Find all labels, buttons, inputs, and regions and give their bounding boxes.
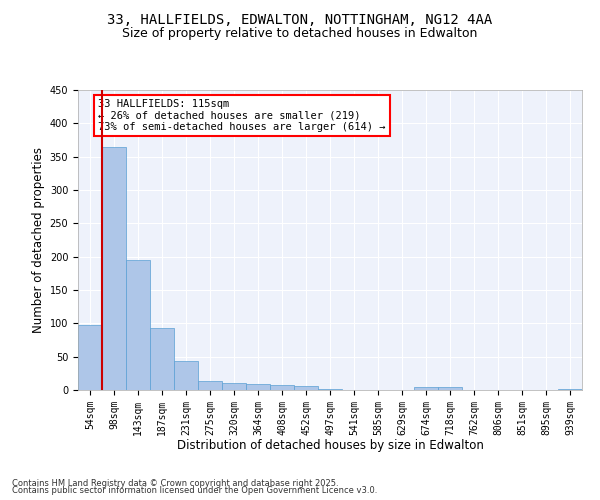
Bar <box>294 386 318 390</box>
Bar <box>222 384 246 390</box>
Bar <box>270 386 294 390</box>
Bar <box>414 386 438 390</box>
Bar <box>198 382 222 390</box>
Bar <box>246 384 270 390</box>
X-axis label: Distribution of detached houses by size in Edwalton: Distribution of detached houses by size … <box>176 439 484 452</box>
Bar <box>126 260 150 390</box>
Bar <box>438 386 462 390</box>
Text: Contains HM Land Registry data © Crown copyright and database right 2025.: Contains HM Land Registry data © Crown c… <box>12 478 338 488</box>
Bar <box>78 324 102 390</box>
Text: 33 HALLFIELDS: 115sqm
← 26% of detached houses are smaller (219)
73% of semi-det: 33 HALLFIELDS: 115sqm ← 26% of detached … <box>98 99 386 132</box>
Text: Size of property relative to detached houses in Edwalton: Size of property relative to detached ho… <box>122 28 478 40</box>
Bar <box>150 328 174 390</box>
Text: Contains public sector information licensed under the Open Government Licence v3: Contains public sector information licen… <box>12 486 377 495</box>
Text: 33, HALLFIELDS, EDWALTON, NOTTINGHAM, NG12 4AA: 33, HALLFIELDS, EDWALTON, NOTTINGHAM, NG… <box>107 12 493 26</box>
Bar <box>174 360 198 390</box>
Bar <box>558 388 582 390</box>
Y-axis label: Number of detached properties: Number of detached properties <box>32 147 46 333</box>
Bar <box>102 146 126 390</box>
